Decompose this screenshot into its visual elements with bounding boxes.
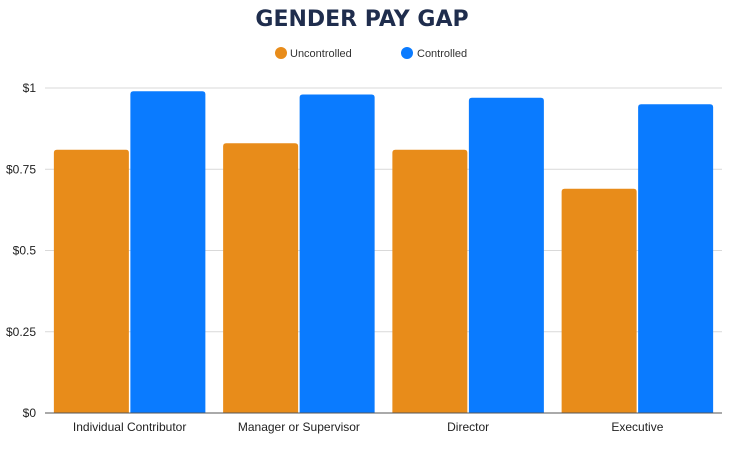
- x-axis-labels: Individual Contributor Manager or Supervi…: [73, 420, 664, 434]
- bar-controlled-2: [468, 97, 544, 413]
- bar-uncontrolled-3: [561, 188, 637, 413]
- y-tick-label: $0.75: [6, 162, 36, 176]
- y-tick-label: $0.25: [6, 325, 36, 339]
- x-category-label: Manager or Supervisor: [238, 420, 360, 434]
- x-category-label: Director: [447, 420, 489, 434]
- legend-swatch-controlled: [401, 47, 413, 59]
- chart-title: GENDER PAY GAP: [255, 7, 468, 32]
- y-tick-label: $1: [23, 81, 37, 95]
- legend-swatch-uncontrolled: [275, 47, 287, 59]
- legend: Uncontrolled Controlled: [275, 47, 467, 60]
- legend-label-controlled: Controlled: [417, 48, 467, 60]
- x-category-label: Executive: [611, 420, 663, 434]
- bar-uncontrolled-0: [53, 149, 129, 413]
- legend-label-uncontrolled: Uncontrolled: [290, 48, 352, 60]
- bars: [53, 91, 714, 413]
- x-category-label: Individual Contributor: [73, 420, 186, 434]
- bar-controlled-1: [299, 94, 375, 413]
- bar-uncontrolled-2: [392, 149, 468, 413]
- bar-controlled-0: [130, 91, 206, 413]
- y-axis-ticks: $0 $0.25 $0.5 $0.75 $1: [6, 81, 36, 420]
- y-tick-label: $0.5: [13, 244, 37, 258]
- bar-controlled-3: [638, 104, 714, 413]
- y-tick-label: $0: [23, 406, 37, 420]
- bar-uncontrolled-1: [223, 143, 299, 413]
